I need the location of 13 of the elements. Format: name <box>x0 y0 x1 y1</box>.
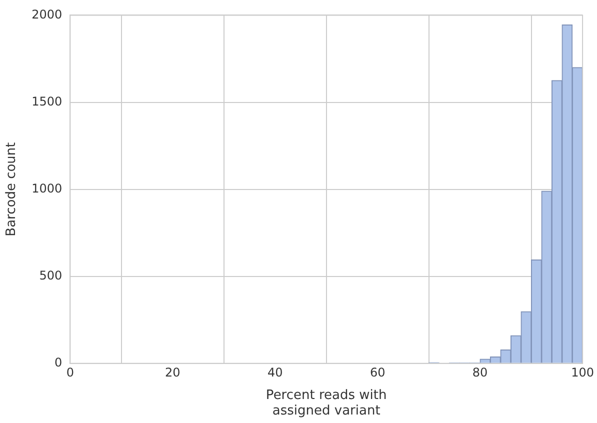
y-tick-label: 1500 <box>32 94 62 108</box>
x-tick-label: 20 <box>164 366 180 380</box>
x-tick-label: 100 <box>571 366 594 380</box>
y-tick-label: 0 <box>54 356 62 370</box>
y-tick-label: 2000 <box>32 7 62 22</box>
x-axis-title: Percent reads with assigned variant <box>266 388 387 419</box>
y-tick-label: 1000 <box>32 181 62 196</box>
x-tick-label: 80 <box>472 366 488 380</box>
x-tick-label: 0 <box>66 366 74 380</box>
y-tick-label: 500 <box>39 268 62 282</box>
x-tick-label: 40 <box>267 366 283 380</box>
x-tick-label: 60 <box>370 366 386 380</box>
y-axis-title: Barcode count <box>4 142 20 236</box>
